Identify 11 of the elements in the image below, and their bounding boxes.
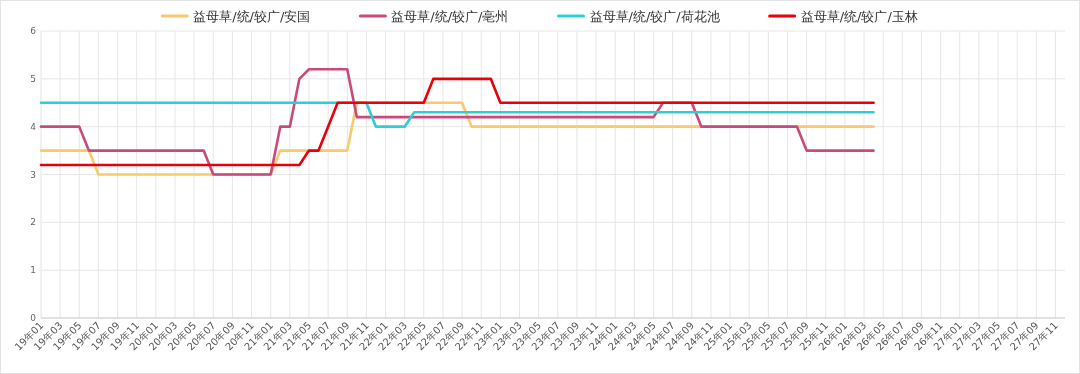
legend-label: 益母草/统/较广/安国 <box>193 9 311 24</box>
y-tick-label: 4 <box>30 121 37 132</box>
legend-label: 益母草/统/较广/亳州 <box>391 9 509 24</box>
y-tick-label: 6 <box>30 26 37 36</box>
legend-label: 益母草/统/较广/荷花池 <box>589 9 720 24</box>
y-tick-label: 0 <box>30 313 37 323</box>
y-tick-label: 1 <box>30 265 36 276</box>
legend-label: 益母草/统/较广/玉林 <box>800 9 918 24</box>
y-tick-label: 2 <box>30 217 36 228</box>
y-tick-label: 5 <box>30 73 36 84</box>
y-tick-label: 3 <box>30 169 36 180</box>
